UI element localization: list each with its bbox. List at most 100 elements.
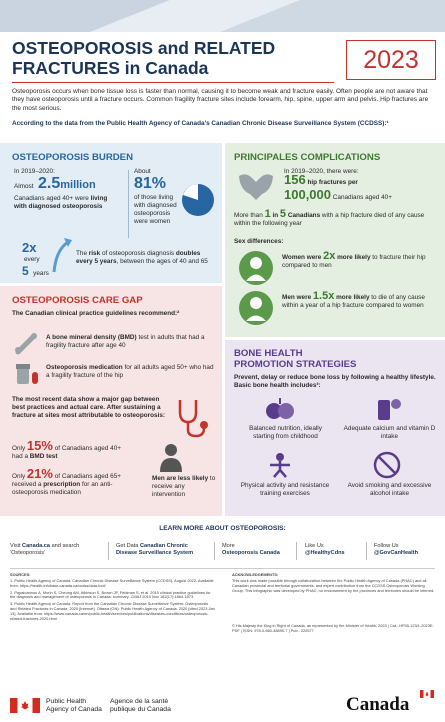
bone-icon bbox=[15, 333, 37, 355]
link-text[interactable]: Canadian Chronic Disease Surveillance Sy… bbox=[116, 543, 194, 556]
title-line: FRACTURES in Canada bbox=[12, 58, 209, 78]
ack-text: This work was made possible through coll… bbox=[232, 578, 435, 593]
woman-icon bbox=[239, 251, 273, 285]
header-band bbox=[0, 0, 445, 32]
stat-value: 15% bbox=[26, 438, 53, 453]
stat: Almost 2.5million bbox=[14, 175, 96, 193]
section-heading: OSTEOPOROSIS BURDEN bbox=[12, 152, 134, 163]
text: for an anti-osteoporosis medication bbox=[12, 481, 113, 496]
exercise-icon bbox=[270, 453, 290, 478]
text: BMD test bbox=[29, 453, 58, 460]
strategy-label: Physical activity and resistance trainin… bbox=[240, 482, 330, 497]
text: of Canadians aged 40+ had a bbox=[12, 445, 121, 460]
stat-value: 2.5 bbox=[37, 175, 61, 192]
title: OSTEOPOROSIS and RELATED FRACTURES in Ca… bbox=[12, 38, 275, 78]
text: A bone mineral density (BMD) test in adu… bbox=[46, 334, 214, 350]
wordmark: Canada bbox=[346, 694, 410, 715]
man-icon bbox=[160, 444, 182, 472]
source: 3. Public Health Agency of Canada. Repor… bbox=[10, 601, 215, 621]
text: of Canadians aged 65+ received a bbox=[12, 473, 121, 488]
link-text[interactable]: Osteoporosis Canada bbox=[222, 550, 280, 556]
link[interactable]: More Osteoporosis Canada bbox=[222, 543, 288, 557]
link-text[interactable]: @HealthyCdns bbox=[305, 550, 345, 556]
stat-value: 1 bbox=[264, 208, 271, 220]
pie-icon bbox=[182, 184, 214, 216]
strategy-label: Adequate calcium and vitamin D intake bbox=[343, 425, 436, 440]
heading-line: PROMOTION STRATEGIES bbox=[234, 359, 357, 370]
text: Canadians aged 40+ were living with diag… bbox=[14, 195, 114, 211]
link[interactable]: Follow Us @GovCanHealth bbox=[374, 543, 440, 557]
link[interactable]: Get Data Canadian Chronic Disease Survei… bbox=[116, 543, 208, 557]
text: doubles every 5 years bbox=[76, 250, 201, 265]
title-line: OSTEOPOROSIS and RELATED bbox=[12, 38, 276, 58]
divider bbox=[296, 542, 297, 560]
agency-en: Public Health Agency of Canada bbox=[46, 698, 102, 714]
burden-panel bbox=[0, 143, 222, 283]
divider bbox=[366, 542, 367, 560]
medication-icon bbox=[16, 364, 38, 384]
text: for all adults aged 50+ who had a fragil… bbox=[46, 364, 214, 379]
text: Visit bbox=[10, 543, 23, 549]
text: Men were 1.5x more likely to die of any … bbox=[282, 291, 438, 310]
text: prescription bbox=[43, 481, 81, 488]
link[interactable]: Visit Canada.ca and search 'Osteoporosis… bbox=[10, 543, 98, 557]
source-note: According to the data from the Public He… bbox=[12, 120, 389, 127]
text: The most recent data show a major gap be… bbox=[12, 396, 166, 419]
stat-value: 2x bbox=[22, 240, 37, 255]
year: 2023 bbox=[363, 46, 419, 74]
section-heading: BONE HEALTH PROMOTION STRATEGIES bbox=[234, 348, 356, 370]
text: Men are less likely to receive any inter… bbox=[152, 475, 216, 499]
text: to fracture their hip compared to men bbox=[282, 254, 426, 269]
text: Like Us bbox=[305, 543, 324, 549]
divider bbox=[108, 542, 109, 560]
agency-fr: Agence de la santé publique du Canada bbox=[110, 698, 171, 714]
sources-heading: SOURCES: bbox=[10, 572, 31, 577]
text: more likely bbox=[335, 254, 371, 261]
text: The Canadian clinical practice guideline… bbox=[12, 310, 180, 317]
text: Public Health bbox=[46, 698, 87, 705]
text: more likely bbox=[334, 294, 370, 301]
no-smoking-icon bbox=[373, 451, 401, 479]
text: test in adults that had a fragility frac… bbox=[46, 334, 205, 349]
copyright: © His Majesty the King in Right of Canad… bbox=[232, 623, 434, 633]
flag-icon bbox=[10, 698, 40, 713]
text: years bbox=[33, 270, 49, 277]
calcium-icon bbox=[378, 399, 401, 420]
stat-value: 21% bbox=[26, 466, 53, 481]
text: Agency of Canada bbox=[46, 706, 102, 713]
source: 2. Papaioannou A, Morin S, Cheung AM, At… bbox=[10, 589, 211, 600]
heading-line: BONE HEALTH bbox=[234, 348, 303, 359]
stat-value: 81% bbox=[134, 175, 167, 192]
text: publique du Canada bbox=[110, 706, 171, 713]
strategy-label: Balanced nutrition, ideally starting fro… bbox=[249, 425, 322, 440]
text: of osteoporosis diagnosis bbox=[100, 250, 176, 257]
text: About bbox=[134, 168, 151, 175]
learn-more-heading: LEARN MORE ABOUT OSTEOPOROSIS: bbox=[159, 525, 286, 532]
stat-value: 5 bbox=[279, 208, 287, 220]
link-text[interactable]: Canada.ca bbox=[22, 543, 51, 549]
divider bbox=[12, 82, 334, 83]
year-box: 2023 bbox=[346, 40, 436, 80]
stat-value: 100,000 bbox=[284, 187, 331, 202]
sources: 1. Public Health Agency of Canada. Canad… bbox=[10, 578, 215, 621]
text: with a hip fracture died of any cause wi… bbox=[234, 212, 425, 227]
stat-value: 2x bbox=[323, 250, 336, 262]
text: Only 21% of Canadians aged 65+ received … bbox=[12, 467, 124, 497]
text: Canadians aged 40+ were bbox=[14, 195, 89, 202]
text: In 2019–2020: bbox=[14, 168, 55, 175]
text: Canadians bbox=[286, 212, 321, 219]
text: to die of any cause within a year of a h… bbox=[282, 294, 425, 309]
divider bbox=[128, 170, 129, 238]
text: , between the ages of 40 and 65 bbox=[116, 258, 208, 265]
ack-heading: ACKNOWLEDGEMENTS: bbox=[232, 572, 279, 577]
text: In 2019–2020, there were: bbox=[284, 168, 359, 175]
section-heading: OSTEOPOROSIS CARE GAP bbox=[12, 295, 143, 306]
text: More bbox=[222, 543, 235, 549]
text: More than bbox=[234, 212, 265, 219]
link[interactable]: Like Us @HealthyCdns bbox=[305, 543, 363, 557]
link-text[interactable]: @GovCanHealth bbox=[374, 550, 418, 556]
text: A bone mineral density (BMD) bbox=[46, 334, 137, 341]
source: 1. Public Health Agency of Canada. Canad… bbox=[10, 578, 214, 588]
text: hip fractures per bbox=[305, 179, 358, 186]
